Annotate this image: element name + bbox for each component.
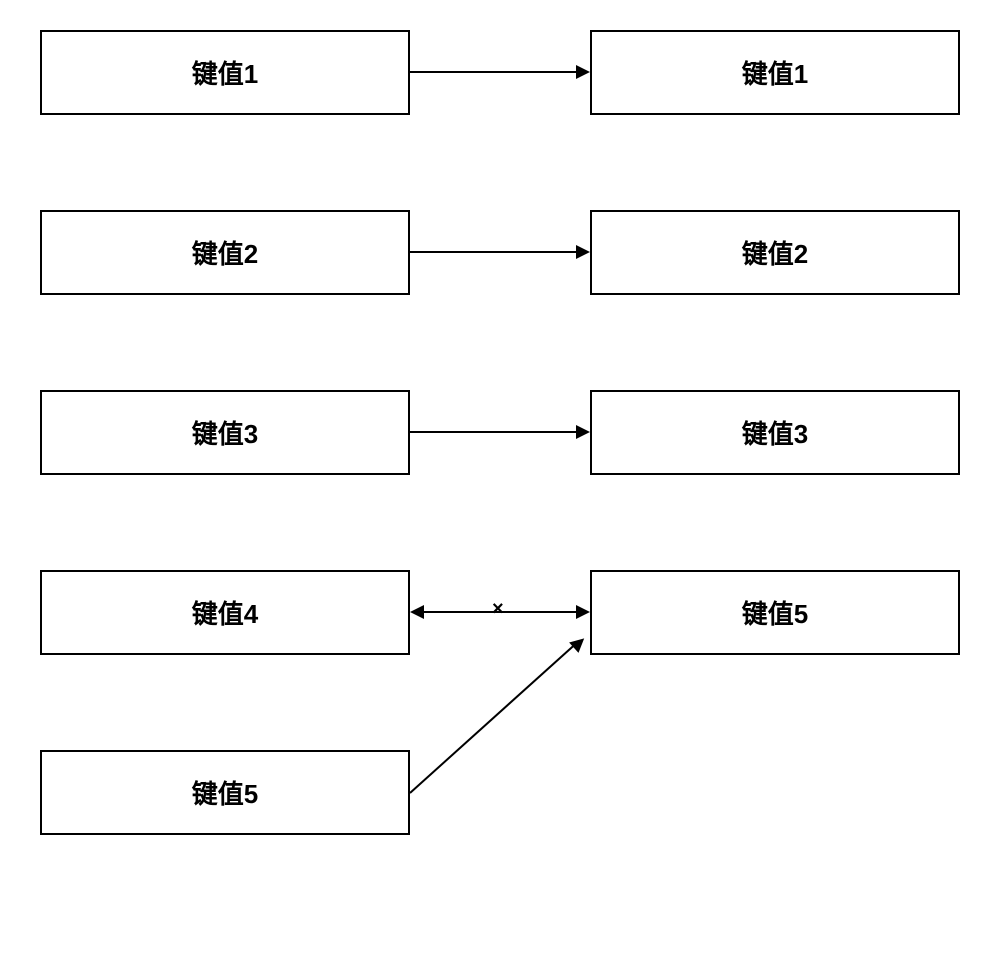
node-L3: 键值3 [40, 390, 410, 475]
edge-L5-R5-line [409, 642, 578, 794]
node-L4: 键值4 [40, 570, 410, 655]
node-label: 键值1 [192, 54, 258, 91]
edge-L3-R3-line [410, 431, 576, 433]
edge-L3-R3-head [576, 425, 590, 439]
node-label: 键值5 [192, 774, 258, 811]
node-L1: 键值1 [40, 30, 410, 115]
node-R5: 键值5 [590, 570, 960, 655]
edge-L4-R5-head-left [410, 605, 424, 619]
node-label: 键值1 [742, 54, 808, 91]
edge-L2-R2-line [410, 251, 576, 253]
node-R3: 键值3 [590, 390, 960, 475]
node-L5: 键值5 [40, 750, 410, 835]
edge-L1-R1-line [410, 71, 576, 73]
node-R1: 键值1 [590, 30, 960, 115]
edge-L4-R5-head-right [576, 605, 590, 619]
node-label: 键值3 [742, 414, 808, 451]
node-L2: 键值2 [40, 210, 410, 295]
edge-L4-R5-x-marker: × [492, 598, 504, 621]
edge-L1-R1-head [576, 65, 590, 79]
node-label: 键值2 [742, 234, 808, 271]
node-label: 键值3 [192, 414, 258, 451]
node-label: 键值5 [742, 594, 808, 631]
edge-L2-R2-head [576, 245, 590, 259]
node-R2: 键值2 [590, 210, 960, 295]
edge-L5-R5-head [569, 633, 589, 653]
node-label: 键值2 [192, 234, 258, 271]
node-label: 键值4 [192, 594, 258, 631]
